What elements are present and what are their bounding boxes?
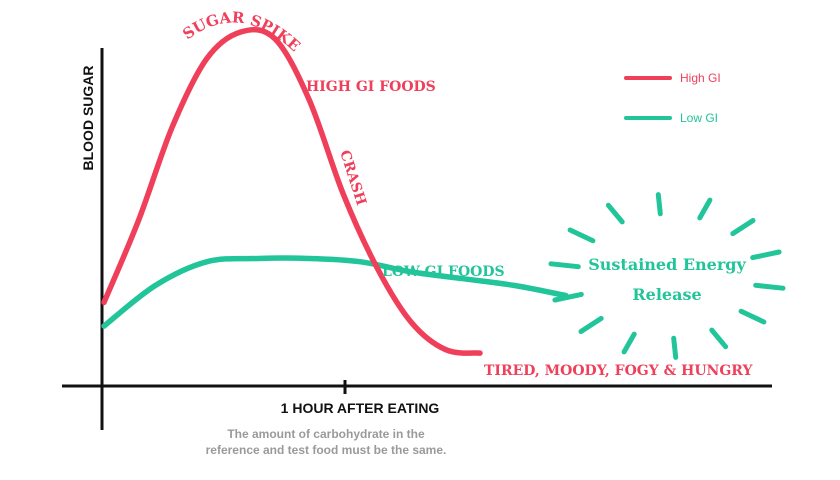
burst-ray (738, 308, 767, 325)
burst-ray (697, 197, 713, 221)
crash-annotation: CRASH (336, 148, 369, 207)
legend-label-low-gi: Low GI (680, 111, 718, 125)
note-line-1: The amount of carbohydrate in the (227, 427, 425, 441)
burst-ray (605, 202, 625, 225)
y-axis-label: BLOOD SUGAR (80, 66, 96, 171)
low-gi-foods-label: LOW GI FOODS (382, 264, 505, 280)
series-low-gi (101, 255, 569, 329)
burst-ray (753, 282, 786, 291)
series-line-high-gi-texture (103, 27, 483, 354)
legend-label-high-gi: High GI (680, 71, 721, 85)
series-high-gi (101, 26, 483, 356)
series-line-low-gi-texture (103, 256, 569, 327)
high-gi-foods-label: HIGH GI FOODS (306, 79, 436, 95)
burst-ray (709, 327, 729, 350)
burst-ray (730, 218, 756, 237)
burst-ray (567, 227, 596, 244)
sustained-energy-line2: Release (632, 285, 701, 304)
note-line-2: reference and test food must be the same… (206, 443, 447, 457)
x-axis-label: 1 HOUR AFTER EATING (281, 400, 440, 416)
burst-ray (671, 335, 679, 360)
sustained-energy-burst (548, 192, 786, 360)
burst-ray (548, 261, 581, 270)
burst-ray (578, 315, 604, 334)
legend: High GI Low GI (624, 71, 721, 125)
burst-ray (750, 249, 782, 261)
burst-ray (621, 331, 637, 355)
burst-ray (552, 291, 584, 303)
end-state-annotation: TIRED, MOODY, FOGY & HUNGRY (484, 363, 753, 379)
burst-ray (655, 192, 663, 217)
sustained-energy-line1: Sustained Energy (588, 255, 746, 274)
